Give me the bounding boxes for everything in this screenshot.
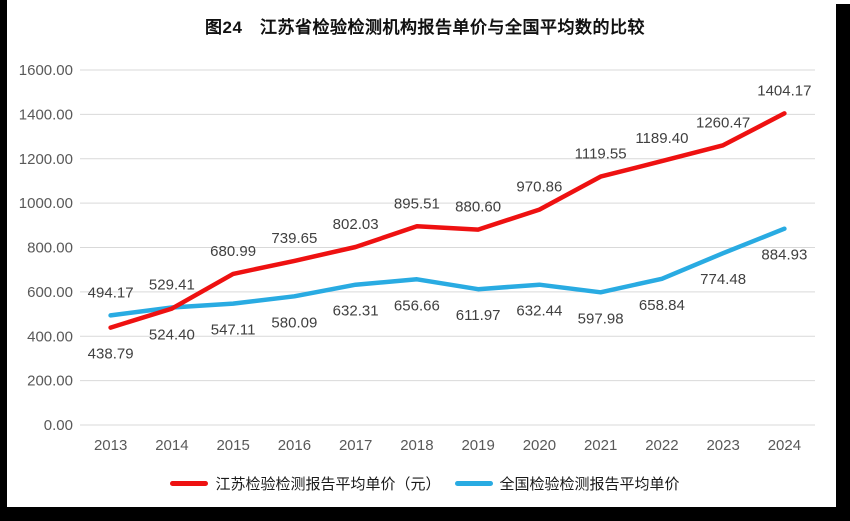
data-label: 880.60 — [455, 199, 501, 216]
data-label: 1119.55 — [575, 146, 627, 163]
line-chart: 图24 江苏省检验检测机构报告单价与全国平均数的比较 0.00 200.00 400… — [0, 18, 850, 494]
data-label: 494.17 — [88, 284, 134, 301]
x-axis-label: 2022 — [645, 437, 678, 454]
x-axis-label: 2019 — [461, 437, 494, 454]
data-label: 774.48 — [700, 271, 746, 288]
data-label: 597.98 — [578, 310, 624, 327]
legend-swatch-blue-line — [454, 481, 493, 486]
data-label: 802.03 — [333, 216, 379, 233]
data-label: 970.86 — [516, 179, 562, 196]
x-axis-label: 2016 — [278, 437, 311, 454]
series-line-national — [108, 226, 787, 318]
legend-swatch-red-line — [170, 481, 209, 486]
page-edge-right — [836, 4, 850, 521]
plot-area: 0.00 200.00 400.00 600.00 800.00 1000.00 1200.… — [19, 62, 815, 454]
x-axis-label: 2020 — [523, 437, 556, 454]
page-edge-bottom — [0, 507, 850, 521]
legend-label-national: 全国检验检测报告平均单价 — [499, 476, 680, 493]
y-axis-tick-label: 0.00 — [44, 417, 73, 434]
legend-item-jiangsu: 江苏检验检测报告平均单价（元） — [170, 473, 441, 494]
y-axis-tick-label: 200.00 — [27, 373, 73, 390]
data-label: 632.31 — [333, 303, 379, 320]
y-axis-tick-label: 400.00 — [27, 328, 73, 345]
y-axis-tick-label: 1000.00 — [19, 195, 73, 212]
data-label: 739.65 — [271, 230, 317, 247]
data-label: 680.99 — [210, 243, 256, 260]
data-label: 1404.17 — [757, 82, 811, 99]
y-axis-tick-label: 1200.00 — [19, 151, 73, 168]
y-axis-tick-label: 800.00 — [27, 240, 73, 257]
x-axis-label: 2024 — [768, 437, 801, 454]
x-axis-label: 2013 — [94, 437, 127, 454]
data-label: 611.97 — [456, 307, 501, 324]
series-line-jiangsu — [108, 111, 787, 330]
data-label: 529.41 — [149, 277, 195, 294]
data-label: 1189.40 — [635, 130, 688, 147]
y-axis-tick-label: 1400.00 — [19, 106, 73, 123]
data-label: 632.44 — [516, 303, 562, 320]
data-label: 547.11 — [211, 322, 256, 339]
x-axis-label: 2023 — [706, 437, 739, 454]
data-label: 1260.47 — [696, 114, 750, 131]
x-axis-label: 2018 — [400, 437, 433, 454]
chart-title: 图24 江苏省检验检测机构报告单价与全国平均数的比较 — [205, 18, 645, 37]
data-label: 524.40 — [149, 327, 195, 344]
x-axis-label: 2017 — [339, 437, 372, 454]
data-label: 656.66 — [394, 297, 440, 314]
legend-item-national: 全国检验检测报告平均单价 — [454, 473, 680, 494]
y-axis-tick-label: 600.00 — [27, 284, 73, 301]
data-label: 884.93 — [761, 247, 807, 264]
x-axis-label: 2014 — [155, 437, 188, 454]
data-label: 580.09 — [271, 314, 317, 331]
page-edge-left — [0, 0, 7, 508]
legend-label-jiangsu: 江苏检验检测报告平均单价（元） — [215, 476, 441, 493]
x-axis-label: 2021 — [584, 437, 617, 454]
chart-legend: 江苏检验检测报告平均单价（元） 全国检验检测报告平均单价 — [0, 473, 850, 494]
data-label: 658.84 — [639, 297, 685, 314]
y-axis-tick-label: 1600.00 — [19, 62, 73, 79]
data-label: 438.79 — [88, 346, 134, 363]
data-label: 895.51 — [394, 195, 440, 212]
x-axis-label: 2015 — [216, 437, 249, 454]
